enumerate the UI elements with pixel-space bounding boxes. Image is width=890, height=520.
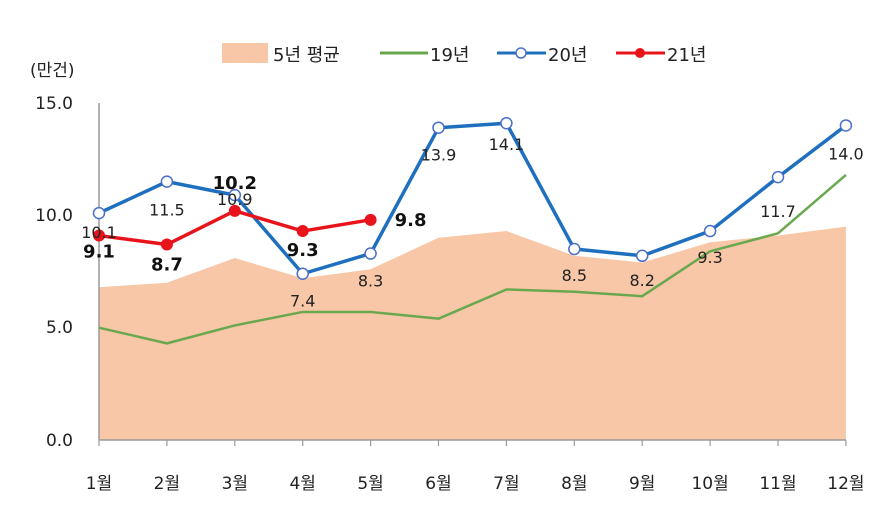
legend: 5년 평균 19년 20년 21년 — [222, 43, 706, 66]
open-circle-marker-icon — [296, 267, 309, 280]
series-line — [98, 121, 847, 276]
y-tick-0: 0.0 — [46, 431, 73, 451]
series-21 — [93, 204, 377, 251]
y-tick-10: 10.0 — [35, 206, 73, 226]
x-tick-label: 9월 — [629, 474, 655, 494]
data-label-20: 11.5 — [149, 201, 185, 220]
open-circle-marker-icon — [771, 170, 785, 184]
series-19 — [98, 173, 847, 345]
open-circle-marker-icon — [703, 224, 717, 238]
open-circle-marker-icon — [839, 119, 853, 132]
y-axis-unit-label: (만건) — [30, 61, 75, 81]
legend-filled-circle-icon — [635, 48, 645, 58]
data-label-21: 9.3 — [287, 240, 319, 261]
x-tick-label: 4월 — [289, 474, 315, 494]
open-circle-marker-icon — [160, 175, 174, 188]
data-label-20: 11.7 — [760, 202, 796, 221]
filled-circle-marker-icon — [296, 225, 309, 238]
data-label-21: 8.7 — [151, 255, 183, 276]
series-line — [98, 173, 847, 345]
legend-open-circle-icon — [515, 47, 527, 59]
data-label-20: 14.1 — [489, 135, 525, 154]
x-tick-label: 7월 — [493, 474, 519, 494]
y-tick-5: 5.0 — [46, 318, 73, 338]
x-tick-label: 5월 — [357, 474, 383, 494]
x-tick-label: 12월 — [827, 474, 864, 494]
open-circle-marker-icon — [635, 249, 649, 263]
data-label-21: 10.2 — [213, 173, 257, 194]
area-fill — [99, 226, 846, 440]
legend-label-21: 21년 — [667, 45, 706, 66]
data-label-20: 10.9 — [217, 190, 253, 209]
x-tick-label: 3월 — [222, 474, 248, 494]
open-circle-marker-icon — [500, 116, 513, 130]
x-tick-label: 6월 — [425, 474, 451, 494]
data-label-20: 13.9 — [421, 146, 457, 165]
legend-label-5yr-avg: 5년 평균 — [273, 45, 340, 66]
data-label-21: 9.1 — [83, 242, 115, 263]
filled-circle-marker-icon — [160, 238, 173, 251]
legend-swatch-5yr-avg — [222, 43, 268, 63]
x-tick-label: 11월 — [759, 474, 796, 494]
open-circle-marker-icon — [432, 121, 445, 134]
legend-label-19: 19년 — [430, 45, 469, 66]
filled-circle-marker-icon — [228, 204, 241, 217]
y-axis-ticks: 15.0 10.0 5.0 0.0 — [35, 94, 73, 451]
data-label-20: 14.0 — [828, 144, 864, 163]
open-circle-marker-icon — [92, 206, 106, 220]
data-label-20: 7.4 — [290, 292, 315, 311]
open-circle-marker-icon — [364, 247, 377, 260]
data-label-21: 9.8 — [395, 210, 427, 231]
open-circle-marker-icon — [568, 242, 581, 256]
data-label-20: 9.3 — [697, 248, 722, 267]
data-label-20: 10.1 — [81, 223, 117, 242]
x-axis-ticks: 1월 2월 3월 4월 5월 6월 7월 8월 9월 10월 11월 12월 — [86, 474, 865, 494]
filled-circle-marker-icon — [93, 229, 105, 242]
data-label-20: 8.5 — [562, 266, 587, 285]
x-tick-label: 2월 — [154, 474, 180, 494]
series-20 — [92, 116, 853, 280]
filled-circle-marker-icon — [364, 213, 377, 226]
y-tick-15: 15.0 — [35, 94, 73, 114]
legend-label-20: 20년 — [548, 45, 587, 66]
x-tick-label: 10월 — [691, 474, 728, 494]
x-tick-label: 1월 — [86, 474, 112, 494]
data-labels: 10.1 11.5 10.9 7.4 8.3 13.9 14.1 8.5 8.2 9.3 11.7 1… — [81, 135, 864, 311]
axes — [98, 103, 847, 446]
x-tick-label: 8월 — [561, 474, 587, 494]
open-circle-marker-icon — [228, 188, 242, 202]
area-5yr-average — [99, 226, 846, 440]
data-label-20: 8.2 — [629, 271, 654, 290]
data-label-20: 8.3 — [358, 272, 383, 291]
